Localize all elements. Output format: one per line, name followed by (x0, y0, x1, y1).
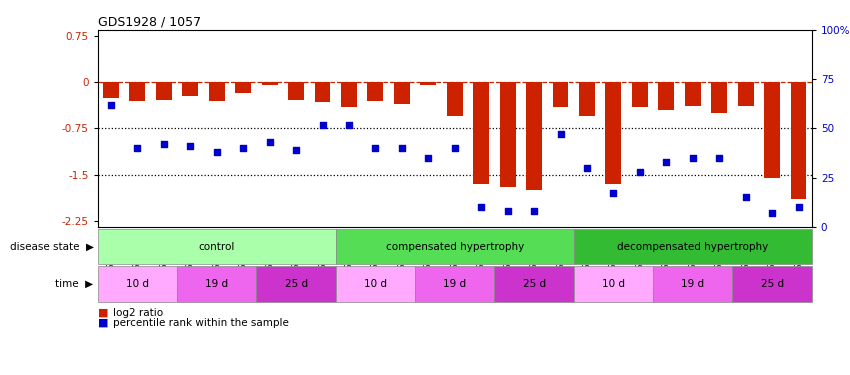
Point (157, 141, 171, 147)
Bar (288, 82, 304, 99)
Point (791, 204, 805, 210)
Point (105, 102, 118, 108)
Text: percentile rank within the sample: percentile rank within the sample (113, 318, 289, 327)
Text: 10 d: 10 d (126, 279, 149, 289)
Point (686, 155, 700, 161)
Bar (495, 266, 574, 302)
Point (474, 204, 488, 210)
Bar (738, 82, 754, 106)
Point (289, 147, 303, 153)
Point (315, 122, 329, 128)
Text: control: control (199, 242, 235, 252)
Text: 19 d: 19 d (443, 279, 467, 289)
Bar (341, 82, 357, 107)
Bar (632, 82, 648, 107)
Text: compensated hypertrophy: compensated hypertrophy (386, 242, 524, 252)
Point (633, 169, 647, 175)
Bar (209, 82, 224, 101)
Bar (257, 266, 336, 302)
Point (343, 122, 356, 128)
Point (236, 145, 250, 151)
Bar (336, 229, 574, 264)
Point (527, 208, 541, 214)
Bar (526, 82, 542, 190)
Text: 25 d: 25 d (761, 279, 784, 289)
Bar (733, 266, 812, 302)
Point (263, 139, 276, 145)
Point (712, 155, 726, 161)
Bar (790, 82, 807, 199)
Point (660, 159, 673, 165)
Text: 10 d: 10 d (364, 279, 387, 289)
Point (210, 149, 224, 155)
Bar (421, 82, 436, 86)
Bar (98, 266, 177, 302)
Bar (103, 82, 119, 98)
Text: 10 d: 10 d (602, 279, 625, 289)
Bar (473, 82, 489, 184)
Bar (500, 82, 516, 187)
Text: time  ▶: time ▶ (55, 279, 94, 289)
Point (607, 190, 620, 196)
Bar (129, 82, 145, 101)
Bar (605, 82, 621, 184)
Point (369, 145, 382, 151)
Point (395, 145, 409, 151)
Point (501, 208, 514, 214)
Bar (262, 82, 278, 86)
Bar (183, 82, 198, 96)
Point (131, 145, 145, 151)
Text: decompensated hypertrophy: decompensated hypertrophy (617, 242, 768, 252)
Bar (367, 82, 383, 101)
Bar (394, 82, 410, 104)
Text: 19 d: 19 d (205, 279, 229, 289)
Bar (235, 82, 251, 93)
Text: GDS1928 / 1057: GDS1928 / 1057 (98, 16, 201, 29)
Bar (98, 229, 336, 264)
Text: ■: ■ (98, 318, 108, 327)
Text: 25 d: 25 d (285, 279, 308, 289)
Bar (314, 82, 331, 102)
Point (765, 210, 779, 216)
Bar (177, 266, 257, 302)
Bar (764, 82, 780, 178)
Bar (415, 266, 495, 302)
Point (739, 194, 752, 200)
Point (184, 143, 197, 149)
Bar (552, 82, 569, 107)
Text: log2 ratio: log2 ratio (113, 308, 163, 318)
Point (422, 155, 435, 161)
Bar (579, 82, 595, 116)
Bar (336, 266, 415, 302)
Text: disease state  ▶: disease state ▶ (9, 242, 94, 252)
Point (448, 145, 462, 151)
Bar (447, 82, 462, 116)
Bar (685, 82, 700, 106)
Bar (711, 82, 727, 113)
Bar (156, 82, 172, 99)
Point (581, 165, 594, 171)
Text: ■: ■ (98, 308, 108, 318)
Bar (574, 229, 812, 264)
Point (553, 131, 567, 137)
Bar (574, 266, 653, 302)
Text: 25 d: 25 d (523, 279, 546, 289)
Text: 19 d: 19 d (681, 279, 705, 289)
Bar (653, 266, 733, 302)
Bar (659, 82, 674, 110)
